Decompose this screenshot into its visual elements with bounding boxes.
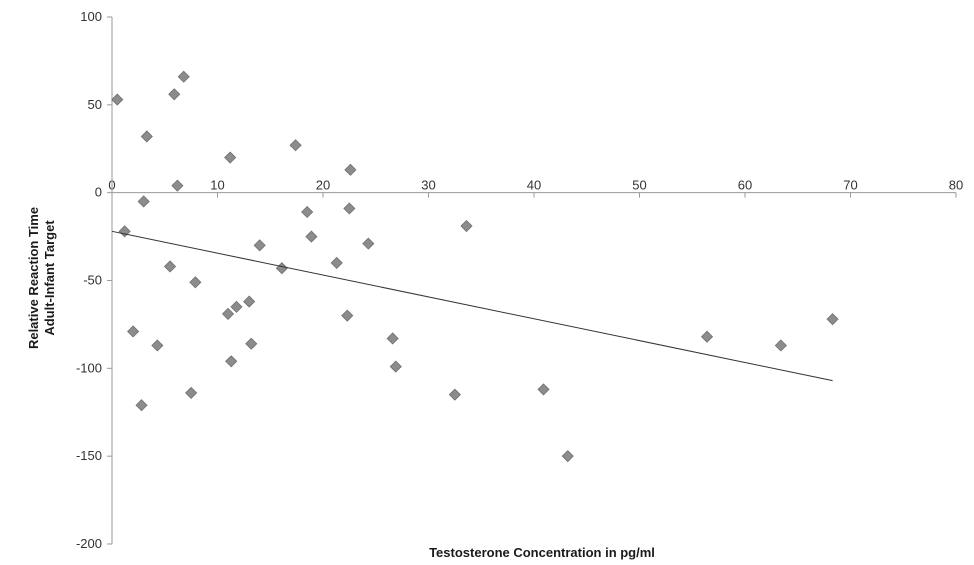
data-point [168,88,181,101]
x-tick-label: 30 [421,178,435,193]
y-tick-label: 0 [95,185,102,200]
data-point [301,205,314,219]
y-tick-label: -50 [83,273,102,288]
data-point [243,295,256,308]
x-tick-label: 60 [738,178,752,193]
x-axis-title: Testosterone Concentration in pg/ml [429,545,655,560]
trendline [111,230,833,382]
data-point [362,237,375,250]
data-point [111,93,124,106]
data-point [253,239,266,252]
data-point [700,330,714,343]
y-tick-label: -200 [76,536,102,551]
x-tick-label: 50 [632,178,646,193]
data-point [230,300,243,313]
data-point [386,332,399,345]
data-point [344,163,357,176]
x-tick-label: 40 [527,178,541,193]
data-point [135,399,148,412]
data-point [221,307,235,320]
data-point [177,70,190,83]
y-tick-label: 100 [80,9,102,24]
data-point [127,325,140,338]
data-point [448,388,461,401]
data-point [289,139,302,152]
data-points [111,70,839,463]
data-point [224,151,237,164]
data-point [225,355,238,368]
data-point [275,262,288,275]
data-point [305,230,318,243]
data-point [245,337,258,350]
data-point [151,339,164,352]
data-point [341,309,354,322]
data-point [460,219,473,233]
x-tick-label: 70 [843,178,857,193]
x-tick-label: 20 [316,178,330,193]
y-tick-label: -100 [76,360,102,375]
data-point [389,360,402,373]
y-axis-title-line-2: Adult-Infant Target [42,220,57,336]
data-point [343,202,356,215]
y-axis-title-line-1: Relative Reaction Time [26,207,41,349]
data-point [137,195,150,208]
data-point [537,383,550,396]
y-tick-label: -150 [76,448,102,463]
data-point [561,450,574,463]
x-tick-label: 80 [949,178,963,193]
data-point [185,386,198,399]
y-axis-ticks: 100 50 0 -50 -100 -150 -200 [76,9,112,551]
data-point [163,260,177,273]
data-point [774,339,787,352]
data-point [189,276,202,289]
x-tick-label: 10 [210,178,224,193]
data-point [826,313,839,326]
data-point [140,130,153,143]
data-point [330,256,343,269]
data-point [171,179,184,192]
y-tick-label: 50 [88,97,102,112]
